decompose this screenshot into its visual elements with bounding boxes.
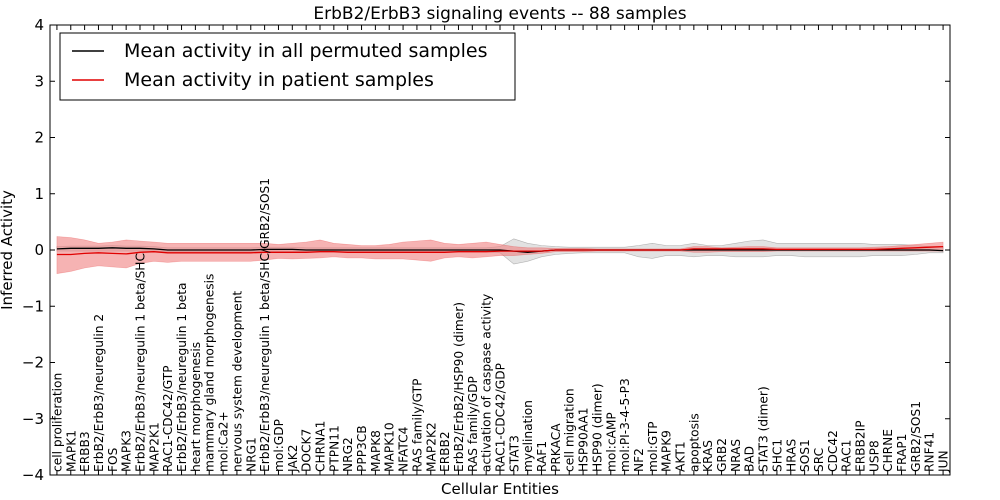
- x-tick-label: ErbB2/ErbB3/neuregulin 2: [92, 314, 106, 472]
- x-tick-label: PPP3CB: [355, 425, 369, 472]
- x-tick-label: ErbB2/ErbB2/HSP90 (dimer): [452, 302, 466, 472]
- x-tick-label: MAPK3: [120, 430, 134, 472]
- x-tick-label: cell proliferation: [50, 373, 64, 472]
- x-tick-label: STAT3: [507, 435, 521, 472]
- legend-label-permuted: Mean activity in all permuted samples: [124, 40, 487, 62]
- x-tick-label: NFATC4: [397, 426, 411, 472]
- x-tick-label: PTPN11: [327, 425, 341, 472]
- x-tick-label: BAD: [743, 446, 757, 472]
- x-tick-label: MAP2K2: [424, 422, 438, 472]
- x-tick-label: ErbB2/ErbB3/neuregulin 1 beta/SHC: [134, 253, 148, 472]
- x-tick-label: PRKACA: [549, 423, 563, 472]
- y-tick-label: 0: [34, 241, 44, 259]
- x-tick-label: DOCK7: [300, 429, 314, 472]
- x-tick-label: mammary gland morphogenesis: [203, 274, 217, 472]
- x-tick-label: mol:Ca2+: [217, 411, 231, 472]
- x-tick-label: RNF41: [923, 432, 937, 472]
- x-tick-label: JUN: [937, 450, 951, 473]
- x-tick-label: mol:cAMP: [604, 412, 618, 472]
- x-tick-label: cell migration: [563, 388, 577, 472]
- x-tick-label: SRC: [812, 448, 826, 472]
- x-tick-label: RAC1-CDC42/GTP: [161, 365, 175, 472]
- x-tick-label: MAPK1: [64, 430, 78, 472]
- x-tick-label: mol:PI-3-4-5-P3: [618, 378, 632, 472]
- line-patient: [56, 245, 944, 256]
- x-tick-label: mol:GTP: [646, 421, 660, 472]
- x-tick-label: SHC1: [770, 439, 784, 472]
- x-tick-label: GRB2/SOS1: [909, 401, 923, 472]
- y-tick-label: 4: [34, 16, 44, 34]
- x-tick-label: FRAP1: [895, 434, 909, 472]
- x-tick-label: HSP90 (dimer): [590, 383, 604, 472]
- legend-label-patient: Mean activity in patient samples: [124, 69, 434, 91]
- x-tick-label: ErbB2/ErbB3/neuregulin 1 beta/SHC/GRB2/S…: [258, 178, 272, 472]
- x-tick-label: RAC1: [840, 440, 854, 472]
- x-tick-label: RAS family/GDP: [466, 376, 480, 472]
- y-tick-label: −1: [22, 297, 44, 315]
- band-patient: [56, 236, 944, 274]
- x-tick-label: CHRNE: [881, 429, 895, 472]
- x-tick-label: MAPK8: [369, 430, 383, 472]
- x-tick-label: NRG2: [341, 437, 355, 472]
- chart-title: ErbB2/ErbB3 signaling events -- 88 sampl…: [313, 4, 686, 24]
- y-tick-label: 2: [34, 129, 44, 147]
- x-tick-label: USP8: [867, 440, 881, 472]
- x-tick-label: CHRNA1: [314, 421, 328, 472]
- x-tick-label: CDC42: [826, 430, 840, 472]
- x-tick-label: SOS1: [798, 439, 812, 472]
- y-axis-title: Inferred Activity: [0, 190, 16, 310]
- x-tick-label: ERBB3: [78, 431, 92, 472]
- x-tick-label: myelination: [521, 400, 535, 472]
- x-tick-label: ERBB2: [438, 431, 452, 472]
- legend: Mean activity in all permuted samples Mea…: [59, 32, 516, 101]
- x-tick-label: FOS: [106, 447, 120, 472]
- x-tick-label: ErbB2/ErbB3/neuregulin 1 beta: [175, 283, 189, 472]
- y-tick-label: −4: [22, 466, 44, 484]
- y-tick-label: −2: [22, 354, 44, 372]
- x-tick-label: GRB2: [715, 438, 729, 472]
- y-tick-label: 3: [34, 72, 44, 90]
- y-tick-label: 1: [34, 185, 44, 203]
- x-tick-label: NRAS: [729, 439, 743, 472]
- x-tick-label: KRAS: [701, 440, 715, 472]
- x-tick-label: nervous system development: [230, 291, 244, 472]
- x-tick-label: AKT1: [674, 441, 688, 472]
- x-axis-title: Cellular Entities: [441, 480, 559, 498]
- x-tick-label: MAP2K1: [147, 422, 161, 472]
- x-tick-label: RAF1: [535, 441, 549, 472]
- x-tick-label: JAK2: [286, 445, 300, 473]
- x-tick-label: RAC1-CDC42/GDP: [494, 363, 508, 472]
- x-tick-label: HSP90AA1: [577, 407, 591, 472]
- x-tick-label: mol:GDP: [272, 419, 286, 472]
- x-tick-label: apoptosis: [687, 413, 701, 472]
- x-tick-label: STAT3 (dimer): [757, 386, 771, 472]
- legend-frame: [59, 32, 516, 101]
- x-tick-label: MAPK9: [660, 430, 674, 472]
- x-tick-label: NRG1: [244, 437, 258, 472]
- x-tick-label: ERBB2IP: [854, 420, 868, 472]
- x-tick-label: activation of caspase activity: [480, 294, 494, 472]
- x-tick-label: heart morphogenesis: [189, 342, 203, 472]
- y-tick-label: −3: [22, 410, 44, 428]
- x-tick-label: NF2: [632, 448, 646, 472]
- x-tick-label: RAS family/GTP: [410, 379, 424, 472]
- x-tick-label: HRAS: [784, 439, 798, 472]
- x-tick-label: MAPK10: [383, 422, 397, 472]
